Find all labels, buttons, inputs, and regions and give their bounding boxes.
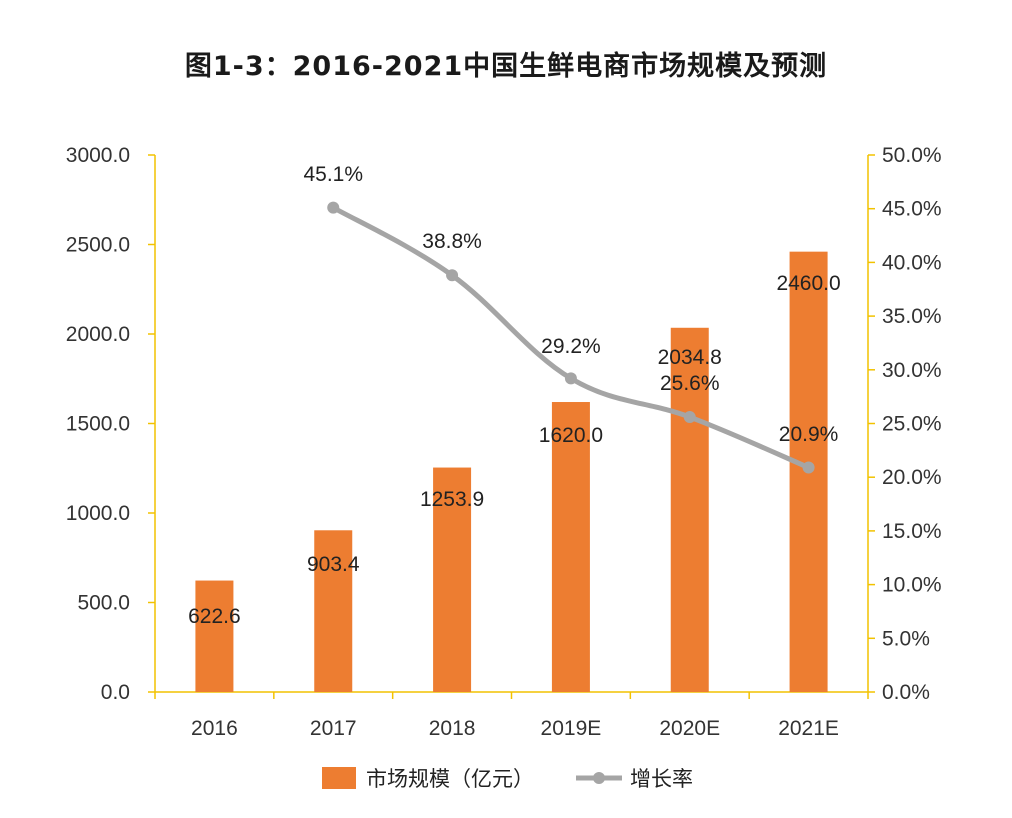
bar-value-label: 622.6 bbox=[188, 605, 241, 628]
y-left-tick-label: 2000.0 bbox=[66, 323, 130, 346]
growth-value-label: 38.8% bbox=[422, 230, 482, 253]
bar-value-label: 2034.8 bbox=[658, 346, 722, 369]
y-left-tick-label: 500.0 bbox=[77, 592, 130, 615]
line-layer bbox=[327, 201, 815, 474]
growth-value-label: 20.9% bbox=[779, 423, 839, 446]
bar bbox=[433, 467, 472, 692]
y-right-tick-label: 50.0% bbox=[882, 144, 942, 167]
legend-bar-swatch bbox=[322, 767, 356, 789]
legend: 市场规模（亿元） 增长率 bbox=[322, 767, 693, 791]
y-right-tick-label: 10.0% bbox=[882, 574, 942, 597]
chart-title: 图1-3：2016-2021中国生鲜电商市场规模及预测 bbox=[184, 51, 828, 82]
y-right-tick-label: 20.0% bbox=[882, 466, 942, 489]
bar-value-label: 1253.9 bbox=[420, 488, 484, 511]
bar bbox=[670, 327, 709, 692]
growth-value-label: 25.6% bbox=[660, 372, 720, 395]
growth-point bbox=[564, 372, 577, 385]
bar-value-label: 1620.0 bbox=[539, 424, 603, 447]
x-tick-label: 2020E bbox=[659, 717, 720, 740]
y-left-tick-label: 1500.0 bbox=[66, 413, 130, 436]
y-right-tick-label: 30.0% bbox=[882, 359, 942, 382]
legend-line-marker bbox=[593, 772, 605, 784]
x-tick-label: 2021E bbox=[778, 717, 839, 740]
y-right-tick-label: 35.0% bbox=[882, 305, 942, 328]
bar-value-label: 903.4 bbox=[307, 553, 360, 576]
labels-layer: 622.6 903.4 1253.9 1620.0 2034.8 2460.0 45.1% 3… bbox=[188, 163, 841, 628]
axes-layer: 0.0 500.0 1000.0 1500.0 2000.0 2500.0 3000.0 0.… bbox=[66, 144, 942, 740]
x-tick-label: 2019E bbox=[541, 717, 602, 740]
legend-bar-label: 市场规模（亿元） bbox=[366, 768, 534, 791]
bars-layer bbox=[195, 251, 828, 692]
legend-line-label: 增长率 bbox=[630, 768, 693, 791]
growth-point bbox=[683, 411, 696, 424]
y-left-tick-label: 0.0 bbox=[101, 681, 130, 704]
y-left-tick-label: 1000.0 bbox=[66, 502, 130, 525]
y-right-tick-label: 0.0% bbox=[882, 681, 930, 704]
growth-point bbox=[327, 201, 340, 214]
bar bbox=[195, 580, 234, 692]
x-tick-label: 2018 bbox=[429, 717, 476, 740]
growth-value-label: 29.2% bbox=[541, 335, 601, 358]
y-right-tick-label: 45.0% bbox=[882, 198, 942, 221]
x-tick-label: 2017 bbox=[310, 717, 357, 740]
y-right-tick-label: 5.0% bbox=[882, 627, 930, 650]
growth-point bbox=[446, 269, 459, 282]
growth-value-label: 45.1% bbox=[303, 163, 363, 186]
bar-value-label: 2460.0 bbox=[776, 272, 840, 295]
y-right-tick-label: 15.0% bbox=[882, 520, 942, 543]
y-left-tick-label: 3000.0 bbox=[66, 144, 130, 167]
bar bbox=[314, 530, 353, 692]
bar bbox=[551, 402, 590, 692]
y-right-tick-label: 40.0% bbox=[882, 251, 942, 274]
x-tick-label: 2016 bbox=[191, 717, 238, 740]
growth-point bbox=[802, 461, 815, 474]
y-left-tick-label: 2500.0 bbox=[66, 234, 130, 257]
y-right-tick-label: 25.0% bbox=[882, 413, 942, 436]
